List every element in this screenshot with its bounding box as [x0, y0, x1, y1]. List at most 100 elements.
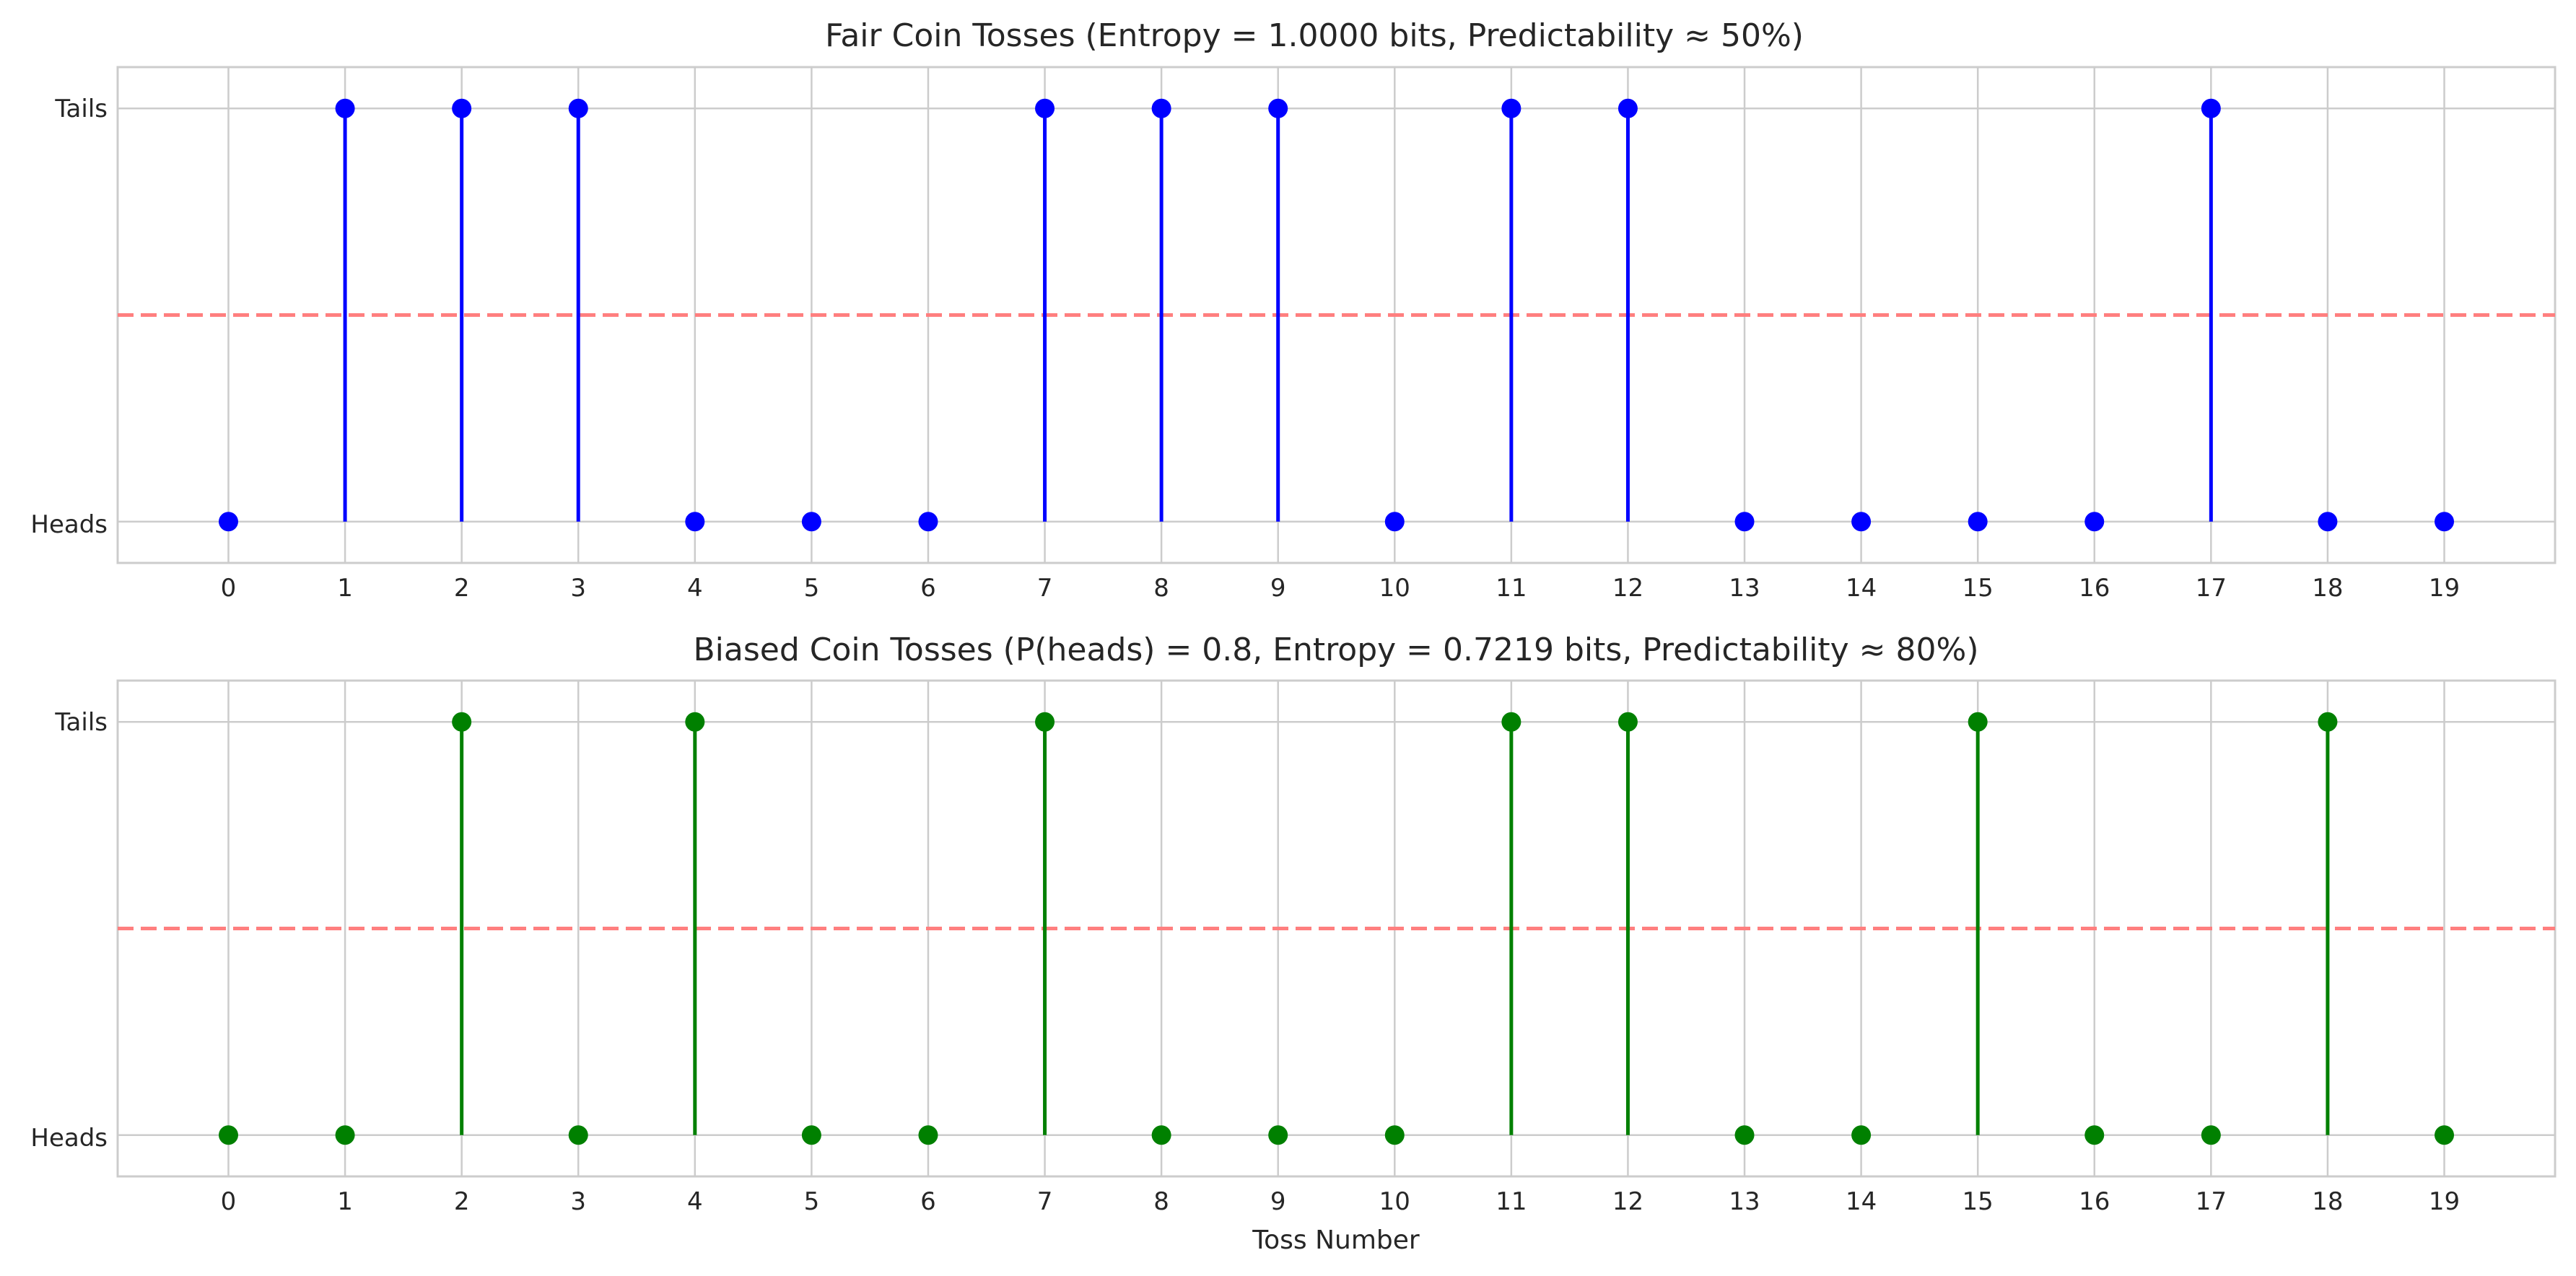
- x-tick-label: 17: [2196, 574, 2227, 603]
- x-tick-label: 2: [454, 1187, 470, 1216]
- x-tick-label: 2: [454, 574, 470, 603]
- data-point-marker: [2435, 512, 2454, 532]
- x-tick-label: 13: [1729, 1187, 1760, 1216]
- data-point-marker: [1151, 1125, 1171, 1145]
- data-point-marker: [452, 98, 472, 118]
- biased-coin-x-ticks: 0 1 2 3 4 5 6 7 8 9 10 11 12 13 14 15 16 17 18 19: [221, 1187, 2460, 1216]
- data-point-marker: [1968, 712, 1988, 732]
- biased-coin-y-ticks: Heads Tails: [30, 708, 108, 1153]
- x-tick-label: 5: [804, 574, 820, 603]
- data-point-marker: [2201, 1125, 2221, 1145]
- data-point-marker: [1734, 1125, 1755, 1145]
- x-tick-label: 17: [2196, 1187, 2227, 1216]
- x-tick-label: 3: [570, 574, 586, 603]
- data-point-marker: [1734, 512, 1755, 532]
- biased-coin-markers: [219, 712, 2454, 1145]
- data-point-marker: [1151, 98, 1171, 118]
- y-tick-label-heads: Heads: [30, 510, 108, 539]
- x-tick-label: 7: [1037, 1187, 1053, 1216]
- x-tick-label: 16: [2079, 574, 2110, 603]
- x-tick-label: 1: [337, 574, 353, 603]
- x-tick-label: 3: [570, 1187, 586, 1216]
- data-point-marker: [2084, 512, 2105, 532]
- data-point-marker: [568, 98, 588, 118]
- data-point-marker: [1851, 512, 1872, 532]
- data-point-marker: [2201, 98, 2221, 118]
- y-tick-label-tails: Tails: [54, 708, 108, 737]
- x-tick-label: 18: [2312, 1187, 2343, 1216]
- x-tick-label: 0: [221, 574, 237, 603]
- fair-coin-panel: Fair Coin Tosses (Entropy = 1.0000 bits,…: [30, 17, 2557, 603]
- data-point-marker: [1268, 1125, 1288, 1145]
- biased-coin-panel: Biased Coin Tosses (P(heads) = 0.8, Entr…: [30, 632, 2557, 1255]
- data-point-marker: [2318, 512, 2338, 532]
- x-tick-label: 18: [2312, 574, 2343, 603]
- x-axis-label: Toss Number: [1252, 1225, 1420, 1255]
- y-tick-label-heads: Heads: [30, 1124, 108, 1153]
- data-point-marker: [1035, 712, 1055, 732]
- x-tick-label: 9: [1270, 1187, 1286, 1216]
- data-point-marker: [219, 1125, 238, 1145]
- data-point-marker: [685, 512, 705, 532]
- data-point-marker: [335, 98, 355, 118]
- x-tick-label: 12: [1612, 574, 1643, 603]
- data-point-marker: [918, 512, 938, 532]
- biased-coin-plot-area: [116, 679, 2557, 1178]
- x-tick-label: 4: [687, 1187, 703, 1216]
- biased-coin-title: Biased Coin Tosses (P(heads) = 0.8, Entr…: [693, 632, 1978, 668]
- data-point-marker: [2318, 712, 2338, 732]
- x-tick-label: 0: [221, 1187, 237, 1216]
- data-point-marker: [1968, 512, 1988, 532]
- x-tick-label: 11: [1496, 574, 1527, 603]
- y-tick-label-tails: Tails: [54, 95, 108, 123]
- data-point-marker: [1617, 98, 1638, 118]
- data-point-marker: [2435, 1125, 2454, 1145]
- x-tick-label: 6: [920, 1187, 936, 1216]
- data-point-marker: [801, 512, 821, 532]
- data-point-marker: [1035, 98, 1055, 118]
- biased-coin-stems: [460, 722, 2330, 1135]
- x-tick-label: 10: [1379, 574, 1410, 603]
- fair-coin-stems: [343, 108, 2213, 522]
- x-tick-label: 10: [1379, 1187, 1410, 1216]
- data-point-marker: [2084, 1125, 2105, 1145]
- fair-coin-markers: [219, 98, 2454, 532]
- x-tick-label: 19: [2429, 574, 2460, 603]
- x-tick-label: 6: [920, 574, 936, 603]
- data-point-marker: [452, 712, 472, 732]
- x-tick-label: 19: [2429, 1187, 2460, 1216]
- x-tick-label: 13: [1729, 574, 1760, 603]
- data-point-marker: [685, 712, 705, 732]
- fair-coin-title: Fair Coin Tosses (Entropy = 1.0000 bits,…: [825, 17, 1804, 54]
- data-point-marker: [1384, 512, 1405, 532]
- fair-coin-y-ticks: Heads Tails: [30, 95, 108, 539]
- data-point-marker: [335, 1125, 355, 1145]
- x-tick-label: 8: [1153, 1187, 1169, 1216]
- x-tick-label: 11: [1496, 1187, 1527, 1216]
- x-tick-label: 7: [1037, 574, 1053, 603]
- x-tick-label: 4: [687, 574, 703, 603]
- fair-coin-plot-area: [116, 66, 2557, 564]
- x-tick-label: 5: [804, 1187, 820, 1216]
- x-tick-label: 14: [1846, 574, 1877, 603]
- data-point-marker: [568, 1125, 588, 1145]
- data-point-marker: [1501, 98, 1521, 118]
- data-point-marker: [1268, 98, 1288, 118]
- data-point-marker: [1501, 712, 1521, 732]
- x-tick-label: 1: [337, 1187, 353, 1216]
- data-point-marker: [1384, 1125, 1405, 1145]
- data-point-marker: [801, 1125, 821, 1145]
- x-tick-label: 9: [1270, 574, 1286, 603]
- x-tick-label: 15: [1962, 1187, 1994, 1216]
- data-point-marker: [1851, 1125, 1872, 1145]
- x-tick-label: 14: [1846, 1187, 1877, 1216]
- x-tick-label: 12: [1612, 1187, 1643, 1216]
- data-point-marker: [918, 1125, 938, 1145]
- x-tick-label: 8: [1153, 574, 1169, 603]
- data-point-marker: [1617, 712, 1638, 732]
- x-tick-label: 16: [2079, 1187, 2110, 1216]
- fair-coin-x-ticks: 0 1 2 3 4 5 6 7 8 9 10 11 12 13 14 15 16 17 18 19: [221, 574, 2460, 603]
- x-tick-label: 15: [1962, 574, 1994, 603]
- data-point-marker: [219, 512, 238, 532]
